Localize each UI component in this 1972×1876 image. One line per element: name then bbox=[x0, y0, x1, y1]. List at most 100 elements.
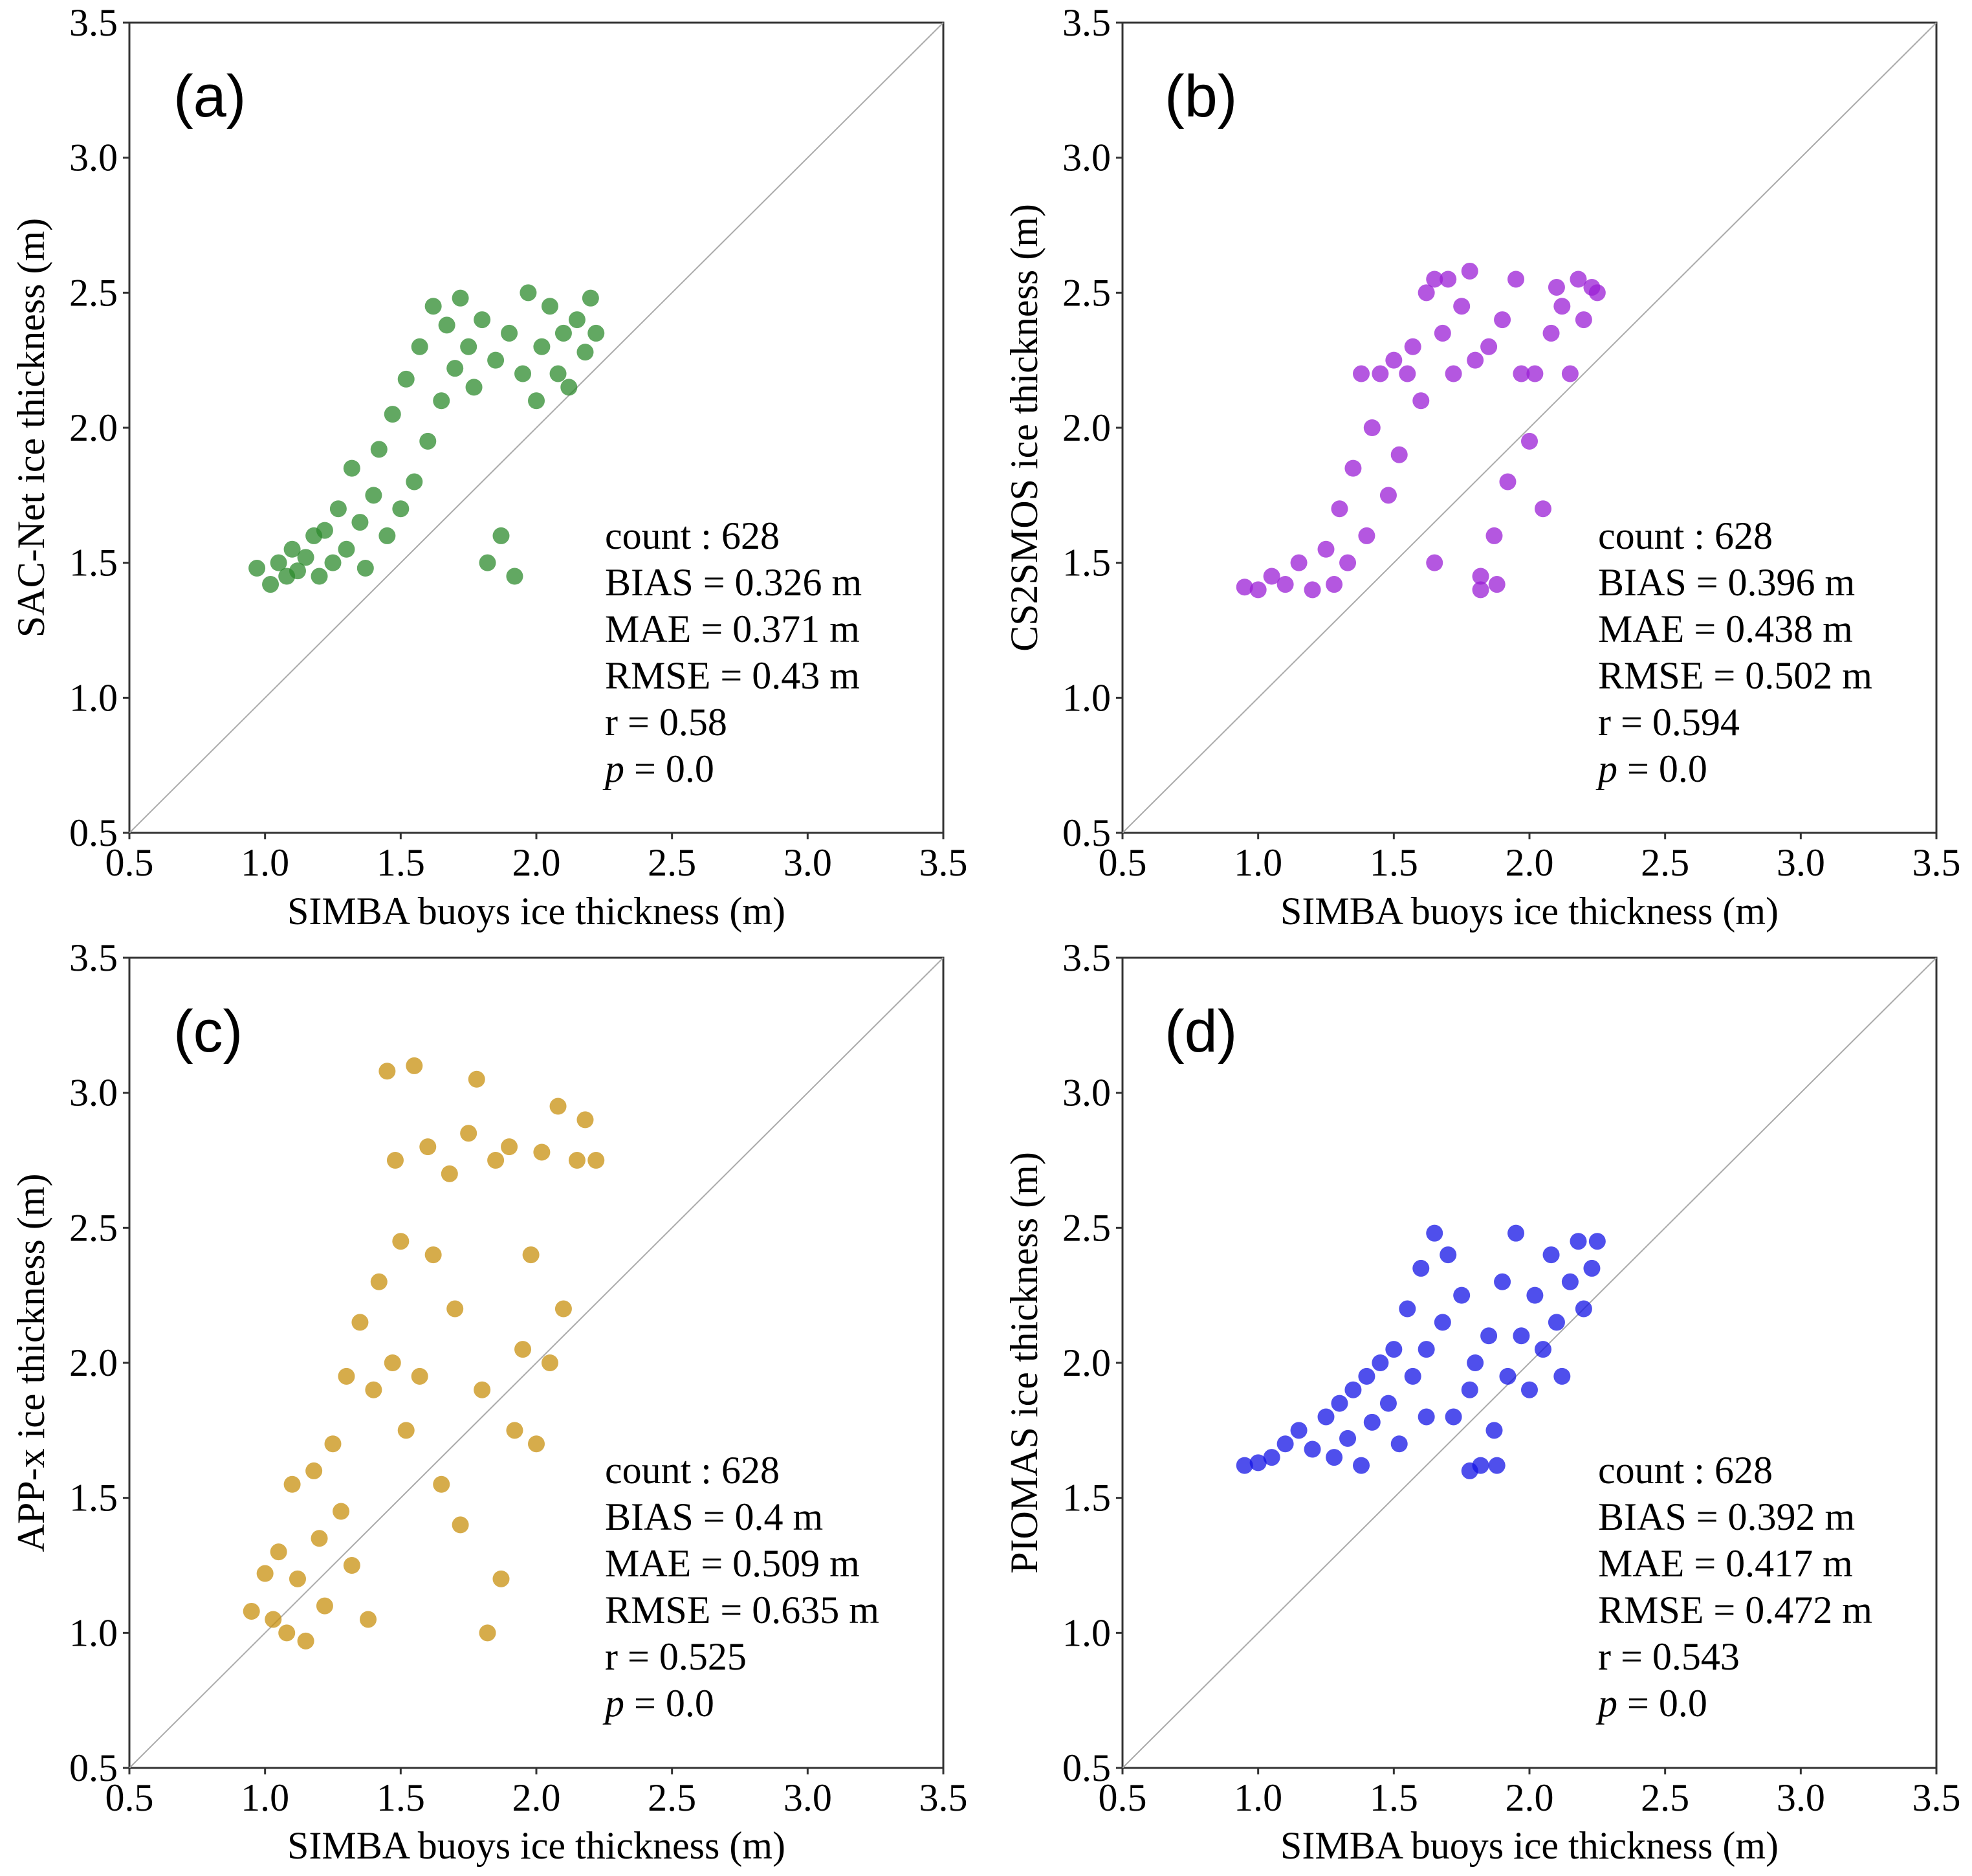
y-tick-label: 1.5 bbox=[69, 1477, 118, 1519]
stat-count: count : 628 bbox=[605, 1449, 780, 1492]
stat-rmse: RMSE = 0.502 m bbox=[1598, 654, 1872, 697]
scatter-point bbox=[549, 1098, 567, 1115]
scatter-point bbox=[1548, 1314, 1565, 1331]
scatter-points bbox=[243, 1057, 605, 1650]
scatter-point bbox=[283, 1475, 301, 1493]
stat-r: r = 0.525 bbox=[605, 1635, 747, 1678]
y-tick-label: 0.5 bbox=[1062, 1747, 1111, 1789]
scatter-point bbox=[433, 1475, 450, 1493]
scatter-point bbox=[1499, 473, 1517, 491]
scatter-point bbox=[1339, 554, 1357, 571]
stat-p-symbol: p bbox=[602, 1682, 624, 1725]
scatter-point bbox=[419, 432, 437, 450]
scatter-point bbox=[541, 1354, 558, 1371]
stat-bias: BIAS = 0.326 m bbox=[605, 561, 862, 604]
stat-mae: MAE = 0.371 m bbox=[605, 608, 860, 650]
scatter-point bbox=[587, 324, 605, 342]
x-tick-label: 1.0 bbox=[1234, 1776, 1282, 1819]
scatter-point bbox=[501, 324, 518, 342]
scatter-point bbox=[316, 522, 333, 539]
x-tick-label: 2.0 bbox=[1506, 841, 1554, 884]
scatter-point bbox=[262, 576, 279, 593]
scatter-point bbox=[1249, 1454, 1267, 1472]
x-tick-label: 2.5 bbox=[648, 1776, 696, 1819]
y-tick-label: 3.5 bbox=[69, 1, 118, 44]
scatter-point bbox=[1461, 1462, 1478, 1479]
scatter-point bbox=[520, 284, 537, 302]
stat-p: p = 0.0 bbox=[602, 1682, 714, 1725]
stat-p-symbol: p bbox=[602, 747, 624, 790]
scatter-point bbox=[522, 1246, 540, 1264]
scatter-point bbox=[256, 1565, 274, 1582]
scatter-point bbox=[1358, 527, 1375, 544]
scatter-point bbox=[1485, 527, 1503, 544]
scatter-point bbox=[1453, 1286, 1471, 1304]
scatter-point bbox=[474, 1381, 491, 1398]
x-tick-label: 3.0 bbox=[1777, 841, 1825, 884]
identity-line bbox=[1122, 22, 1937, 833]
stat-p-value: = 0.0 bbox=[1617, 747, 1707, 790]
x-axis-label: SIMBA buoys ice thickness (m) bbox=[287, 890, 785, 932]
scatter-point bbox=[1472, 581, 1489, 599]
y-tick-labels: 0.5 1.0 1.5 2.0 2.5 3.0 3.5 bbox=[69, 936, 129, 1789]
scatter-point bbox=[1513, 365, 1530, 382]
scatter-point bbox=[419, 1138, 437, 1156]
stat-p-value: = 0.0 bbox=[624, 747, 714, 790]
scatter-point bbox=[452, 289, 469, 307]
identity-line bbox=[1122, 957, 1937, 1769]
scatter-point bbox=[1548, 278, 1565, 296]
y-tick-labels: 0.5 1.0 1.5 2.0 2.5 3.0 3.5 bbox=[69, 1, 129, 854]
scatter-point bbox=[568, 1152, 586, 1169]
x-tick-label: 0.5 bbox=[105, 1776, 154, 1819]
x-tick-label: 1.5 bbox=[1370, 1776, 1418, 1819]
scatter-point bbox=[424, 298, 442, 315]
identity-line bbox=[129, 22, 944, 833]
panel-d: 0.5 1.0 1.5 2.0 2.5 3.0 3.5 0.5 1.0 1.5 2.0 2.5 3.0… bbox=[1003, 936, 1961, 1867]
y-tick-labels: 0.5 1.0 1.5 2.0 2.5 3.0 3.5 bbox=[1062, 936, 1123, 1789]
x-tick-label: 3.5 bbox=[919, 1776, 968, 1819]
y-tick-label: 2.0 bbox=[69, 406, 118, 449]
scatter-point bbox=[1542, 324, 1560, 342]
stat-count: count : 628 bbox=[605, 514, 780, 557]
scatter-point bbox=[1326, 1449, 1343, 1466]
scatter-point bbox=[1304, 581, 1321, 599]
scatter-point bbox=[1290, 1422, 1308, 1439]
y-tick-label: 3.0 bbox=[69, 1072, 118, 1114]
y-axis-label: APP-x ice thickness (m) bbox=[10, 1174, 52, 1552]
scatter-point bbox=[1399, 365, 1416, 382]
stat-mae: MAE = 0.438 m bbox=[1598, 608, 1853, 650]
x-tick-label: 3.0 bbox=[1777, 1776, 1825, 1819]
scatter-point bbox=[1290, 554, 1308, 571]
panel-label: (a) bbox=[173, 63, 246, 129]
scatter-point bbox=[1499, 1367, 1517, 1385]
scatter-point bbox=[324, 1435, 342, 1453]
x-tick-labels: 0.5 1.0 1.5 2.0 2.5 3.0 3.5 bbox=[1099, 1768, 1961, 1819]
scatter-point bbox=[1372, 365, 1389, 382]
scatter-point bbox=[1553, 298, 1571, 315]
scatter-point bbox=[1358, 1367, 1375, 1385]
scatter-point bbox=[1440, 270, 1457, 288]
scatter-point bbox=[1588, 284, 1606, 302]
y-tick-label: 1.0 bbox=[1062, 1611, 1111, 1654]
y-tick-label: 2.5 bbox=[69, 271, 118, 314]
scatter-point bbox=[1453, 298, 1471, 315]
scatter-point bbox=[289, 562, 306, 580]
stats-block: count : 628 BIAS = 0.4 m MAE = 0.509 m R… bbox=[602, 1449, 879, 1725]
scatter-point bbox=[554, 324, 572, 342]
x-tick-label: 1.5 bbox=[1370, 841, 1418, 884]
stat-p-symbol: p bbox=[1595, 747, 1617, 790]
scatter-point bbox=[424, 1246, 442, 1264]
scatter-point bbox=[1326, 576, 1343, 593]
y-tick-label: 3.0 bbox=[69, 137, 118, 179]
y-tick-label: 1.5 bbox=[69, 542, 118, 584]
y-tick-label: 3.0 bbox=[1062, 137, 1111, 179]
x-tick-label: 2.0 bbox=[1506, 1776, 1554, 1819]
scatter-point bbox=[265, 1611, 282, 1628]
scatter-point bbox=[446, 1300, 464, 1318]
scatter-point bbox=[1485, 1422, 1503, 1439]
x-tick-label: 1.5 bbox=[377, 841, 425, 884]
scatter-point bbox=[433, 392, 450, 410]
panel-label: (d) bbox=[1165, 999, 1237, 1065]
x-tick-label: 1.0 bbox=[241, 1776, 289, 1819]
x-tick-label: 3.5 bbox=[1912, 841, 1961, 884]
